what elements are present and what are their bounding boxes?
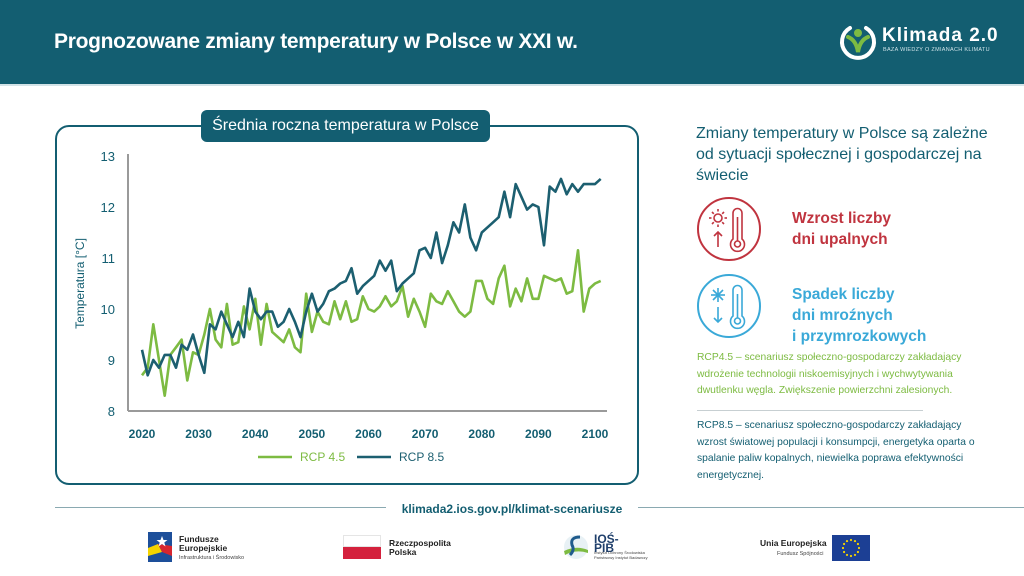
eu-star [842, 542, 846, 546]
rp-line1: Rzeczpospolita [389, 538, 451, 548]
url-divider-left [55, 507, 415, 508]
eu-sub: Fundusz Spójności [777, 551, 824, 557]
ios-pib-logo: IOŚ-PIB Instytut Ochrony Środowiska Pańs… [562, 533, 648, 566]
x-tick-label: 2030 [185, 427, 212, 441]
flag-white [343, 535, 381, 547]
klimada-logo-icon [840, 26, 876, 60]
frost-days-label: Spadek liczby dni mroźnych i przymrozkow… [792, 284, 926, 347]
eu-star [841, 546, 845, 550]
fundusze-europejskie-logo: Fundusze Europejskie Infrastruktura i Śr… [148, 532, 244, 567]
y-tick-label: 8 [108, 404, 115, 419]
hot-days-line1: Wzrost liczby [792, 210, 892, 227]
header-divider [0, 84, 1024, 86]
fe-line2: Europejskie [179, 543, 228, 553]
y-tick-label: 10 [101, 302, 115, 317]
x-tick-label: 2040 [242, 427, 269, 441]
eu-star [856, 542, 860, 546]
right-heading: Zmiany temperatury w Polsce są zależne o… [696, 125, 988, 184]
rzeczpospolita-logo: Rzeczpospolita Polska [343, 535, 451, 559]
fe-star-icon [148, 532, 172, 562]
x-tick-label: 2060 [355, 427, 382, 441]
eu-line1: Unia Europejska [760, 538, 827, 548]
logo-tagline: BAZA WIEDZY O ZMIANACH KLIMATU [883, 47, 990, 53]
frost-days-line2: dni mroźnych [792, 307, 893, 324]
x-tick-label: 2090 [525, 427, 552, 441]
eu-star [849, 554, 853, 558]
y-tick-label: 9 [108, 353, 115, 368]
x-tick-label: 2080 [468, 427, 495, 441]
y-axis-label: Temperatura [°C] [73, 238, 87, 329]
notes-divider [697, 410, 923, 411]
ios-name: IOŚ-PIB [594, 532, 619, 555]
ios-sub2: Państwowy Instytut Badawczy [594, 555, 648, 560]
rp-line2: Polska [389, 547, 417, 557]
eu-star [849, 538, 853, 542]
x-tick-label: 2070 [412, 427, 439, 441]
y-tick-label: 11 [102, 251, 116, 266]
y-tick-label: 12 [101, 200, 115, 215]
eu-star [845, 553, 849, 557]
rcp45-note: RCP4.5 – scenariusz społeczno-gospodarcz… [697, 352, 962, 396]
series-line-rcp-4-5 [140, 249, 602, 398]
rcp85-note: RCP8.5 – scenariusz społeczno-gospodarcz… [697, 420, 975, 481]
scenarios-link[interactable]: klimada2.ios.gov.pl/klimat-scenariusze [385, 502, 639, 516]
logo-name: Klimada 2.0 [882, 25, 999, 46]
chart-title: Średnia roczna temperatura w Polsce [201, 110, 490, 142]
hot-days-line2: dni upalnych [792, 231, 888, 248]
legend-label: RCP 8.5 [399, 450, 444, 464]
frost-days-line1: Spadek liczby [792, 286, 895, 303]
y-tick-label: 13 [101, 149, 115, 164]
temperature-chart: 8 9 10 11 12 13 2020 2030 2040 2050 2060 2070 2080 20… [73, 149, 609, 464]
x-tick-label: 2050 [299, 427, 326, 441]
hot-thermometer-icon [697, 197, 761, 261]
eu-flag-icon [832, 535, 870, 561]
url-divider-right [632, 507, 1024, 508]
x-tick-label: 2020 [129, 427, 156, 441]
eu-star [853, 539, 857, 543]
url-row: klimada2.ios.gov.pl/klimat-scenariusze [0, 500, 1024, 518]
cold-thermometer-icon [697, 274, 761, 338]
eu-star [845, 539, 849, 543]
fe-sub: Infrastruktura i Środowisko [179, 555, 245, 561]
header-bar: Prognozowane zmiany temperatury w Polsce… [0, 0, 1024, 84]
fe-line1: Fundusze [179, 534, 219, 544]
ios-sub1: Instytut Ochrony Środowiska [594, 550, 645, 555]
hot-days-label: Wzrost liczby dni upalnych [792, 208, 891, 250]
page-title: Prognozowane zmiany temperatury w Polsce… [54, 30, 578, 53]
ios-pib-icon [564, 535, 588, 559]
eu-star [853, 553, 857, 557]
series-line-rcp-8-5 [140, 177, 602, 377]
x-tick-label: 2100 [582, 427, 609, 441]
klimada-logo[interactable]: Klimada 2.0 BAZA WIEDZY O ZMIANACH KLIMA… [838, 22, 1008, 62]
eu-star [842, 550, 846, 554]
legend-label: RCP 4.5 [300, 450, 345, 464]
flag-red [343, 547, 381, 559]
eu-star [856, 550, 860, 554]
eu-star [857, 546, 861, 550]
frost-days-line3: i przymrozkowych [792, 328, 927, 345]
